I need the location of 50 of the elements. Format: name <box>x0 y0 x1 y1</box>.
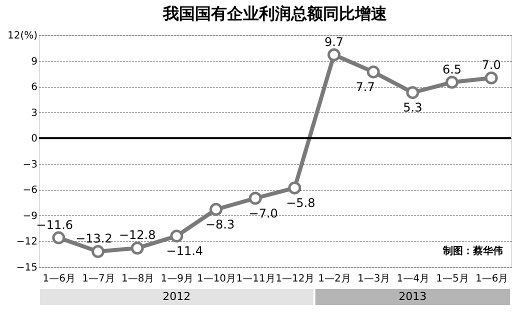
x-tick-label: 1—9月 <box>160 274 194 284</box>
data-label: 6.5 <box>442 62 462 76</box>
point <box>248 192 262 205</box>
x-tick-label: 1—5月 <box>436 274 469 284</box>
y-tick-label: 0 <box>31 134 38 145</box>
x-tick-label: 1—7月 <box>82 274 115 284</box>
point <box>170 230 184 243</box>
x-tick-label: 1—12月 <box>276 274 315 284</box>
x-tick-label: 1—6月 <box>475 274 508 284</box>
x-tick-label: 1—2月 <box>318 274 351 284</box>
data-label: 7.0 <box>482 58 501 72</box>
point <box>484 71 498 84</box>
text: 2012 <box>162 290 191 303</box>
x-tick-label: 1—6月 <box>42 274 76 284</box>
x-tick-label: 1—3月 <box>357 274 390 284</box>
y-tick-label: 6 <box>31 82 38 94</box>
y-tick-label: −6 <box>22 185 38 196</box>
point <box>52 231 66 244</box>
point <box>406 86 420 100</box>
point <box>210 202 222 216</box>
point <box>92 245 104 258</box>
point <box>328 48 340 62</box>
x-tick-label: 1—8月 <box>121 274 154 284</box>
point <box>288 181 302 194</box>
data-label: −12.8 <box>118 228 156 242</box>
data-label: −11.4 <box>166 244 204 258</box>
point <box>130 242 144 255</box>
y-tick-label: 9 <box>31 56 38 68</box>
data-label: 7.7 <box>356 80 375 94</box>
data-label: −13.2 <box>76 232 112 246</box>
data-label: 5.3 <box>403 100 422 115</box>
y-tick-label: −15 <box>16 262 38 274</box>
text: 2013 <box>398 290 427 303</box>
y-tick-label: −3 <box>22 159 38 170</box>
y-tick-label: 12(%) <box>7 30 38 42</box>
chart-title: 我国国有企业利润总额同比增速 <box>162 4 388 23</box>
y-tick-label: −9 <box>22 210 38 222</box>
y-tick-label: 3 <box>31 108 38 119</box>
data-label: −7.0 <box>248 206 278 220</box>
annotation: 制图：蔡华伟 <box>442 245 503 257</box>
point <box>446 76 458 89</box>
data-label: −11.6 <box>36 218 74 232</box>
data-label: −5.8 <box>286 196 316 210</box>
data-label: −8.3 <box>205 217 235 232</box>
point <box>366 65 380 78</box>
x-tick-label: 1—4月 <box>396 274 430 284</box>
x-tick-label: 1—10月 <box>196 274 236 284</box>
x-tick-label: 1—11月 <box>236 274 276 284</box>
data-label: 9.7 <box>324 34 344 49</box>
y-tick-label: −12 <box>16 236 38 248</box>
